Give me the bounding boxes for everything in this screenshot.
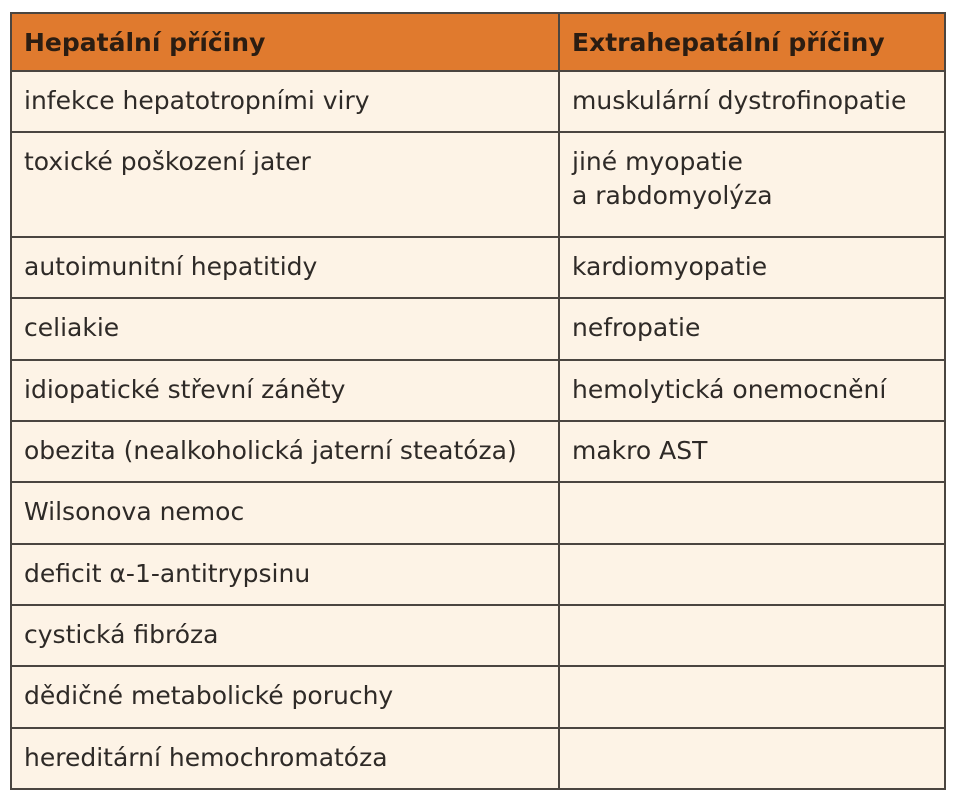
- table-cell: idiopatické střevní záněty: [10, 358, 560, 423]
- table-row: deficit α-1-antitrypsinu: [10, 542, 946, 606]
- table-cell: muskulární dystrofinopatie: [558, 69, 946, 134]
- table-cell: kardiomyopatie: [558, 236, 946, 300]
- table-row: celiakie nefropatie: [10, 297, 946, 361]
- table-cell: makro AST: [558, 419, 946, 484]
- table-row: hereditární hemochromatóza: [10, 726, 946, 791]
- table-row: toxické poškození jater jiné myopatie a r…: [10, 131, 946, 239]
- table-cell: [558, 726, 946, 791]
- table-cell: autoimunitní hepatitidy: [10, 236, 560, 300]
- table-cell: deficit α-1-antitrypsinu: [10, 542, 560, 606]
- table-cell: jiné myopatie a rabdomyolýza: [558, 131, 946, 239]
- table-cell: toxické poškození jater: [10, 131, 560, 239]
- table: Hepatální příčiny Extrahepatální příčiny…: [10, 12, 946, 791]
- table-row: infekce hepatotropními viry muskulární dy…: [10, 69, 946, 134]
- table-cell: [558, 542, 946, 606]
- table-cell: [558, 665, 946, 729]
- table-row: obezita (nealkoholická jaterní steatóza)…: [10, 419, 946, 484]
- table-container: Hepatální příčiny Extrahepatální příčiny…: [10, 12, 946, 791]
- table-cell: Wilsonova nemoc: [10, 481, 560, 545]
- table-row: dědičné metabolické poruchy: [10, 665, 946, 729]
- table-cell: infekce hepatotropními viry: [10, 69, 560, 134]
- table-cell: [558, 603, 946, 668]
- table-cell: [558, 481, 946, 545]
- table-row: Wilsonova nemoc: [10, 481, 946, 545]
- table-cell: hemolytická onemocnění: [558, 358, 946, 423]
- table-row: idiopatické střevní záněty hemolytická on…: [10, 358, 946, 423]
- table-cell: obezita (nealkoholická jaterní steatóza): [10, 419, 560, 484]
- table-cell: celiakie: [10, 297, 560, 361]
- table-row: cystická fibróza: [10, 603, 946, 668]
- table-row: autoimunitní hepatitidy kardiomyopatie: [10, 236, 946, 300]
- table-cell: cystická fibróza: [10, 603, 560, 668]
- table-cell: hereditární hemochromatóza: [10, 726, 560, 791]
- table-cell: dědičné metabolické poruchy: [10, 665, 560, 729]
- table-cell: nefropatie: [558, 297, 946, 361]
- header-cell: Hepatální příčiny: [10, 12, 560, 72]
- table-body: infekce hepatotropními viry muskulární dy…: [10, 69, 946, 791]
- header-row: Hepatální příčiny Extrahepatální příčiny: [10, 12, 946, 72]
- header-cell: Extrahepatální příčiny: [558, 12, 946, 72]
